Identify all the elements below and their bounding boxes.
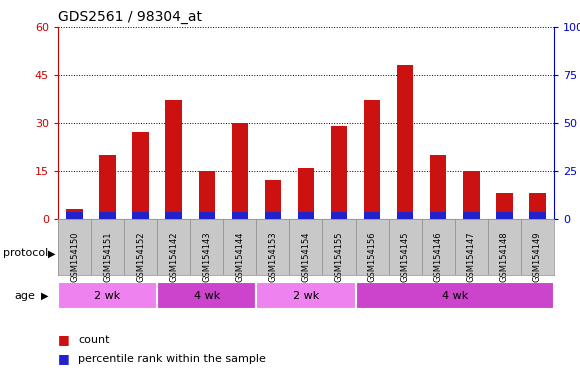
Text: ▶: ▶	[48, 248, 55, 258]
Bar	[463, 171, 480, 219]
Bar	[397, 65, 414, 219]
Text: age: age	[14, 291, 35, 301]
Bar	[298, 212, 314, 219]
Bar	[58, 240, 256, 267]
Text: ■: ■	[58, 353, 70, 366]
Bar	[66, 212, 83, 219]
Text: ■: ■	[58, 333, 70, 346]
Bar	[364, 212, 380, 219]
Bar	[430, 212, 447, 219]
Bar	[99, 212, 116, 219]
Bar	[264, 212, 281, 219]
Text: 2 wk: 2 wk	[95, 291, 121, 301]
Bar	[496, 212, 513, 219]
Bar	[231, 212, 248, 219]
Bar	[157, 282, 256, 309]
Bar	[463, 212, 480, 219]
Bar	[99, 155, 116, 219]
Text: protocol: protocol	[3, 248, 48, 258]
Bar	[165, 101, 182, 219]
Bar	[529, 212, 546, 219]
Bar	[529, 193, 546, 219]
Text: MAT1 ablation: MAT1 ablation	[366, 248, 444, 258]
Bar	[132, 132, 149, 219]
Bar	[231, 123, 248, 219]
Bar	[364, 101, 380, 219]
Bar	[66, 209, 83, 219]
Bar	[256, 240, 554, 267]
Bar	[331, 126, 347, 219]
Text: 4 wk: 4 wk	[194, 291, 220, 301]
Bar	[298, 168, 314, 219]
Bar	[496, 193, 513, 219]
Bar	[430, 155, 447, 219]
Bar	[331, 212, 347, 219]
Text: ▶: ▶	[41, 291, 48, 301]
Bar	[132, 212, 149, 219]
Bar	[165, 212, 182, 219]
Bar	[356, 282, 554, 309]
Bar	[198, 171, 215, 219]
Text: percentile rank within the sample: percentile rank within the sample	[78, 354, 266, 364]
Text: 2 wk: 2 wk	[293, 291, 319, 301]
Bar	[397, 212, 414, 219]
Bar	[198, 212, 215, 219]
Text: GDS2561 / 98304_at: GDS2561 / 98304_at	[58, 10, 202, 25]
Text: count: count	[78, 335, 110, 345]
Text: control: control	[138, 248, 176, 258]
Bar	[58, 282, 157, 309]
Bar	[256, 282, 356, 309]
Text: 4 wk: 4 wk	[441, 291, 468, 301]
Bar	[264, 180, 281, 219]
